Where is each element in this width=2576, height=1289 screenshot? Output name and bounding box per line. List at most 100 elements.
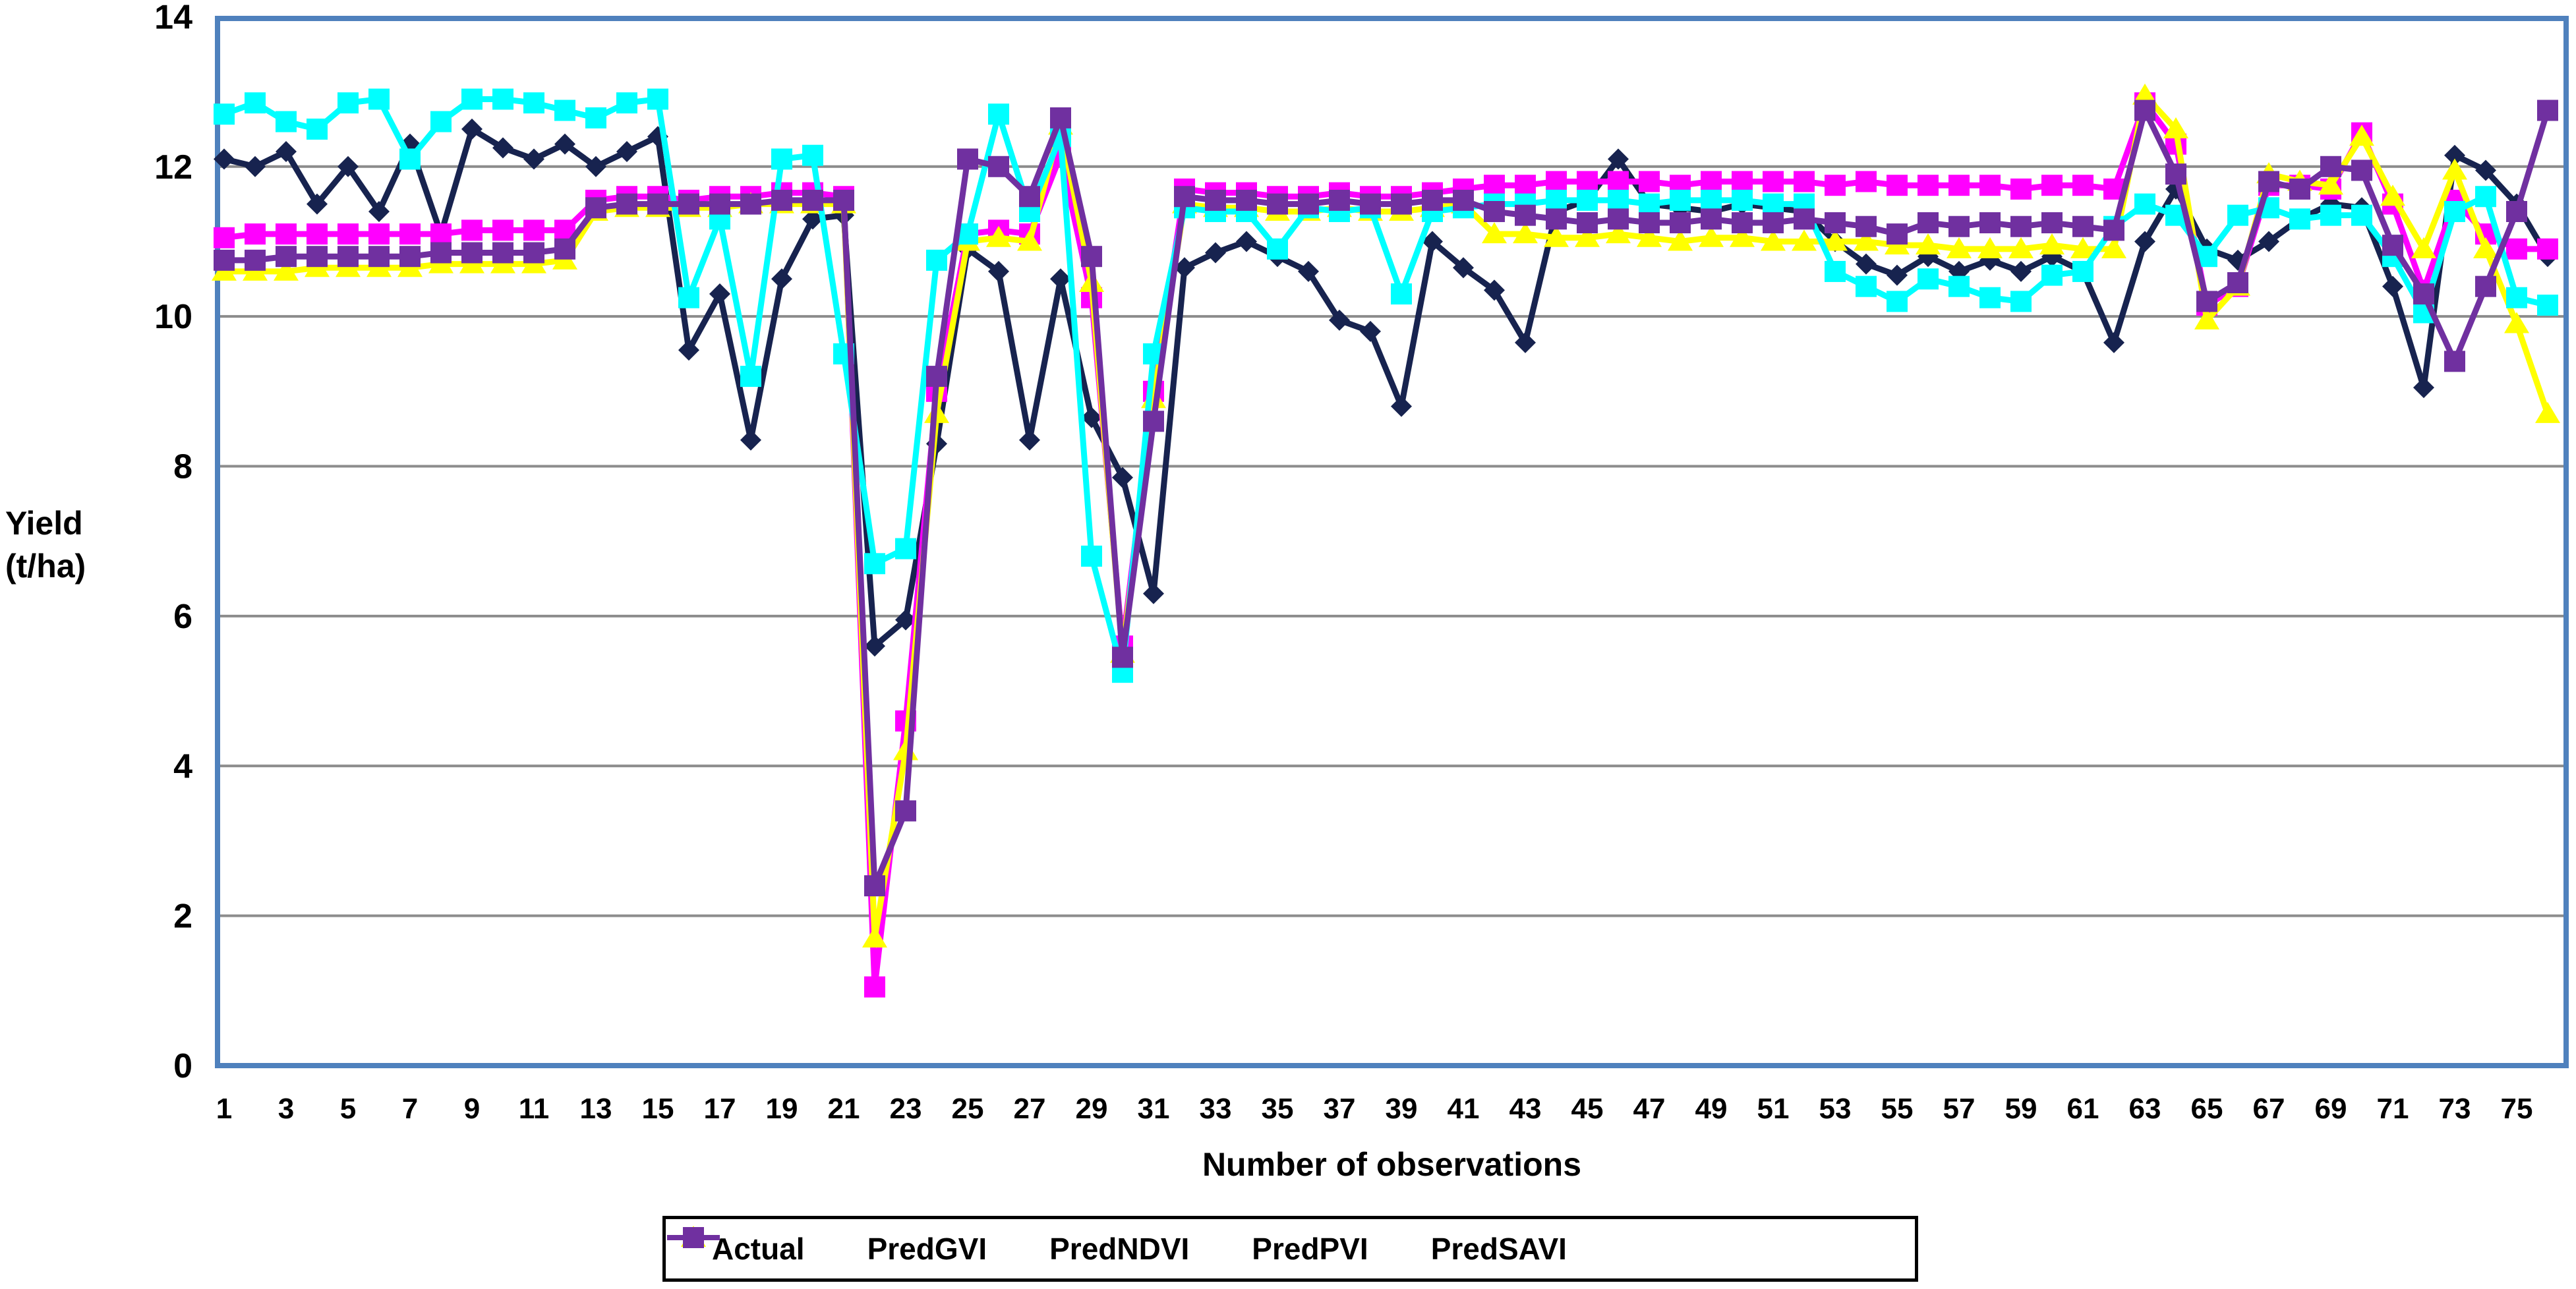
legend: Actual PredGVI PredNDVI PredPVI PredSAVI	[662, 1216, 1918, 1282]
x-tick-label-41: 41	[1448, 1093, 1480, 1125]
data-point-square	[709, 193, 730, 215]
data-point-square	[1639, 171, 1660, 192]
data-point-square	[1608, 171, 1629, 192]
data-point-diamond	[1391, 395, 1412, 417]
data-point-square	[2010, 215, 2032, 237]
data-point-square	[864, 976, 885, 998]
data-point-square	[2196, 291, 2217, 312]
data-point-diamond	[1298, 260, 1319, 282]
y-tick-label-14: 14	[154, 0, 192, 36]
data-point-square	[1670, 212, 1691, 234]
legend-entry-predgvi: PredGVI	[667, 1227, 987, 1267]
data-point-square	[740, 366, 761, 387]
data-point-square	[461, 88, 483, 110]
data-point-square	[926, 366, 947, 387]
data-point-triangle	[1606, 222, 1631, 244]
legend-entry-predsavi: PredSAVI	[667, 1227, 1567, 1267]
data-point-square	[1701, 208, 1722, 230]
data-point-diamond	[1515, 331, 1536, 353]
data-point-square	[2227, 272, 2248, 293]
data-point-square	[2444, 351, 2465, 372]
data-point-square	[1979, 175, 2001, 196]
data-point-square	[1887, 291, 1908, 312]
data-point-square	[276, 223, 297, 245]
data-point-square	[1794, 171, 1815, 192]
data-point-square	[1701, 171, 1722, 192]
data-point-square	[1948, 275, 1970, 297]
data-point-square	[2041, 264, 2063, 286]
data-point-triangle	[2473, 237, 2498, 258]
data-point-square	[276, 111, 297, 132]
x-tick-label-47: 47	[1633, 1093, 1666, 1125]
data-point-square	[2537, 100, 2558, 121]
data-point-triangle	[1977, 237, 2003, 258]
x-tick-label-67: 67	[2253, 1093, 2285, 1125]
data-point-square	[1484, 175, 1505, 196]
data-point-square	[647, 193, 668, 215]
data-point-square	[1639, 212, 1660, 234]
x-tick-label-35: 35	[1262, 1093, 1294, 1125]
data-point-square	[1732, 212, 1753, 234]
x-tick-label-27: 27	[1014, 1093, 1046, 1125]
data-point-square	[1453, 189, 1474, 211]
data-point-square	[1701, 189, 1722, 211]
data-point-square	[1763, 212, 1784, 234]
data-point-diamond	[214, 148, 235, 170]
data-point-square	[1794, 208, 1815, 230]
data-point-triangle	[2349, 125, 2374, 146]
data-point-square	[523, 219, 544, 241]
series-predgvi-line	[221, 100, 2551, 990]
data-point-square	[2475, 186, 2496, 208]
data-point-diamond	[1422, 231, 1443, 252]
data-point-square	[1948, 215, 1970, 237]
data-point-square	[461, 242, 483, 264]
data-point-diamond	[1360, 320, 1381, 342]
data-point-diamond	[1112, 467, 1133, 488]
data-point-diamond	[2413, 377, 2434, 399]
data-point-triangle	[986, 225, 1011, 247]
data-point-square	[1515, 175, 1536, 196]
x-tick-label-69: 69	[2315, 1093, 2347, 1125]
legend-entry-actual: Actual	[667, 1227, 805, 1267]
data-point-square	[1917, 268, 1939, 290]
data-point-square	[430, 111, 452, 132]
data-point-triangle	[2318, 173, 2343, 195]
x-tick-label-39: 39	[1386, 1093, 1418, 1125]
data-point-triangle	[1792, 229, 1817, 251]
data-point-diamond	[2475, 159, 2496, 181]
data-point-square	[1856, 215, 1877, 237]
data-point-diamond	[461, 118, 483, 140]
data-point-square	[2444, 200, 2465, 222]
data-point-square	[1391, 283, 1412, 305]
data-point-square	[337, 246, 359, 268]
data-point-diamond	[740, 429, 761, 451]
data-point-triangle	[2535, 401, 2560, 423]
x-tick-label-61: 61	[2067, 1093, 2099, 1125]
y-tick-label-4: 4	[173, 747, 192, 786]
data-point-square	[2289, 178, 2310, 200]
data-point-square	[1608, 208, 1629, 230]
data-point-triangle	[2380, 185, 2405, 206]
data-point-square	[2072, 260, 2093, 282]
data-point-triangle	[1668, 229, 1693, 251]
data-point-diamond	[2103, 331, 2124, 353]
data-point-square	[926, 249, 947, 271]
data-point-square	[740, 193, 761, 215]
data-point-square	[214, 227, 235, 248]
data-point-square	[2506, 238, 2527, 260]
data-point-triangle	[893, 739, 918, 760]
data-point-square	[1979, 287, 2001, 308]
x-tick-labels: 1 3 5 7 9 11 13 15 17 19 21 23 25 27 29 31 33 35 37 39 41 43 4…	[216, 1093, 2533, 1125]
legend-label-predndvi: PredNDVI	[1049, 1232, 1190, 1266]
data-point-triangle	[1544, 225, 1569, 247]
data-point-diamond	[678, 339, 699, 361]
x-tick-label-65: 65	[2191, 1093, 2223, 1125]
data-point-square	[585, 107, 606, 129]
data-point-diamond	[307, 193, 328, 215]
data-point-square	[1577, 171, 1598, 192]
data-point-square	[1732, 171, 1753, 192]
data-point-diamond	[585, 156, 606, 177]
x-tick-label-37: 37	[1324, 1093, 1356, 1125]
data-point-square	[1546, 171, 1567, 192]
